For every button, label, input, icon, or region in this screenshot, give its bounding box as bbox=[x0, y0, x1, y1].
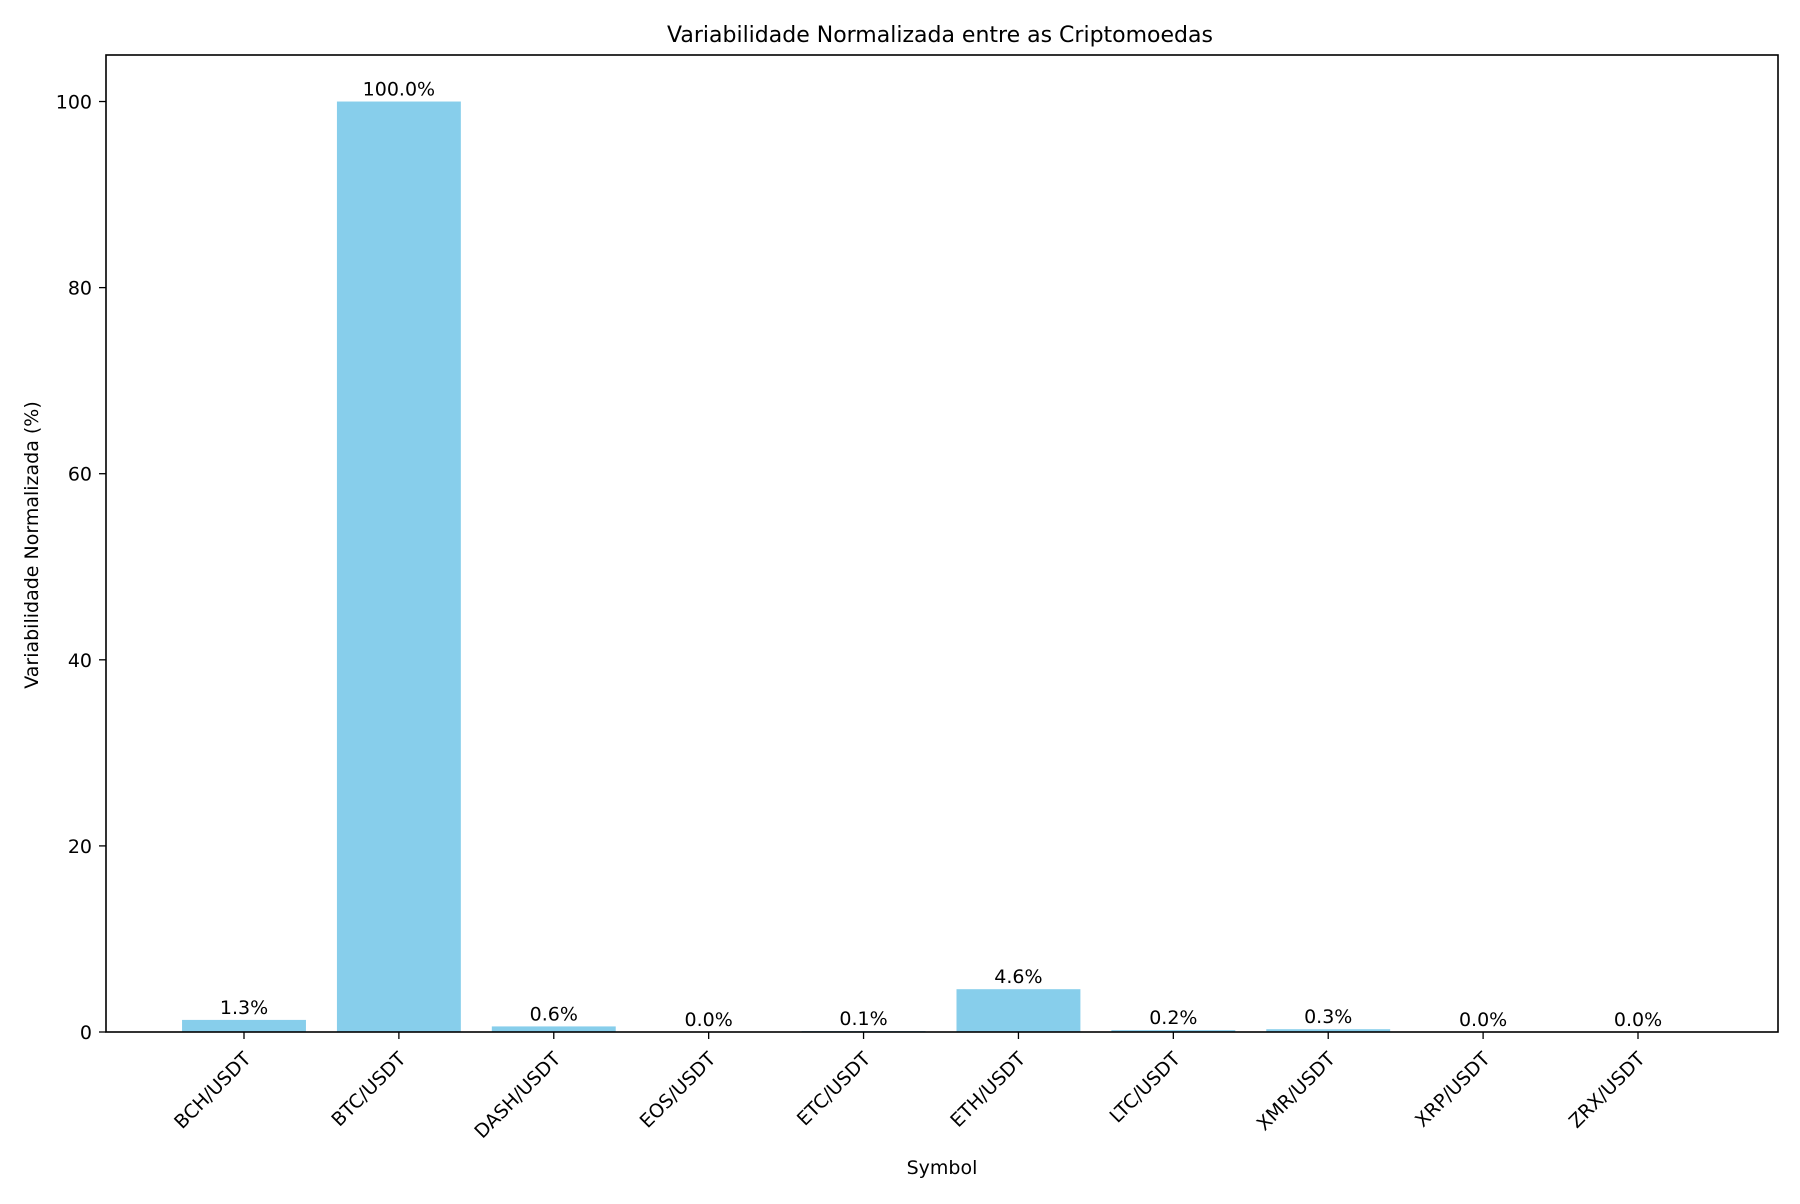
data-label-dash-usdt: 0.6% bbox=[530, 1003, 578, 1025]
bar-bch-usdt bbox=[182, 1019, 306, 1032]
data-label-xmr-usdt: 0.3% bbox=[1304, 1006, 1352, 1028]
data-labels-layer: 1.3% 100.0% 0.6% 0.0% 0.1% 4.6% 0.2% 0.3% 0.0% 0.… bbox=[220, 79, 1662, 1031]
x-axis-label: Symbol bbox=[907, 1157, 978, 1179]
bar-eth-usdt bbox=[956, 989, 1081, 1032]
bar-dash-usdt bbox=[491, 1026, 616, 1032]
data-label-eos-usdt: 0.0% bbox=[685, 1009, 733, 1031]
x-tick-label-dash-usdt: DASH/USDT bbox=[470, 1048, 565, 1143]
x-tick-label-xrp-usdt: XRP/USDT bbox=[1411, 1048, 1495, 1132]
y-tick-label-100: 100 bbox=[56, 92, 92, 114]
y-tick-label-0: 0 bbox=[80, 1022, 92, 1044]
bar-ltc-usdt bbox=[1111, 1030, 1236, 1032]
data-label-eth-usdt: 4.6% bbox=[994, 966, 1042, 988]
data-label-xrp-usdt: 0.0% bbox=[1459, 1009, 1507, 1031]
y-tick-label-80: 80 bbox=[68, 278, 92, 300]
chart-title: Variabilidade Normalizada entre as Cript… bbox=[667, 23, 1213, 48]
data-label-bch-usdt: 1.3% bbox=[220, 997, 268, 1019]
y-tick-label-40: 40 bbox=[68, 650, 92, 672]
data-label-ltc-usdt: 0.2% bbox=[1149, 1007, 1197, 1029]
y-tick-label-20: 20 bbox=[68, 836, 92, 858]
x-tick-label-btc-usdt: BTC/USDT bbox=[327, 1048, 410, 1131]
y-tick-label-60: 60 bbox=[68, 464, 92, 486]
bar-btc-usdt bbox=[336, 101, 461, 1033]
x-tick-label-zrx-usdt: ZRX/USDT bbox=[1565, 1048, 1650, 1133]
x-tick-label-eos-usdt: EOS/USDT bbox=[636, 1048, 721, 1133]
data-label-etc-usdt: 0.1% bbox=[839, 1008, 887, 1030]
bar-xmr-usdt bbox=[1266, 1029, 1391, 1032]
x-tick-label-eth-usdt: ETH/USDT bbox=[946, 1048, 1030, 1132]
data-label-zrx-usdt: 0.0% bbox=[1614, 1009, 1662, 1031]
x-tick-label-etc-usdt: ETC/USDT bbox=[793, 1048, 876, 1131]
ticks-layer: BCH/USDT BTC/USDT DASH/USDT EOS/USDT ETC/USD… bbox=[56, 92, 1650, 1143]
x-tick-label-xmr-usdt: XMR/USDT bbox=[1253, 1048, 1340, 1135]
data-label-btc-usdt: 100.0% bbox=[363, 79, 435, 101]
y-axis-label: Variabilidade Normalizada (%) bbox=[21, 401, 43, 689]
x-tick-label-bch-usdt: BCH/USDT bbox=[170, 1048, 256, 1134]
bars-layer bbox=[182, 101, 1391, 1033]
x-tick-label-ltc-usdt: LTC/USDT bbox=[1105, 1048, 1185, 1128]
plot-frame bbox=[105, 54, 1779, 1033]
